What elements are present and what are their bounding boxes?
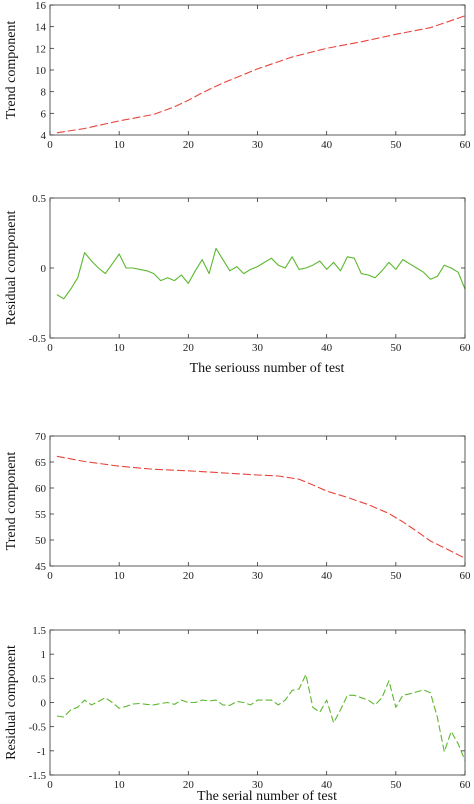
x-tick-label: 0 — [47, 342, 53, 354]
y-tick-label: 6 — [41, 108, 47, 120]
series-line-1 — [56, 247, 466, 300]
y-tick-label: 1.5 — [32, 625, 46, 637]
x-tick-label: 60 — [460, 342, 472, 354]
x-tick-label: 60 — [460, 570, 472, 582]
x-tick-label: 30 — [252, 779, 264, 791]
plot-frame — [49, 197, 466, 339]
y-tick-label: 4 — [41, 130, 47, 142]
x-tick-label: 20 — [183, 139, 195, 151]
x-tick-label: 10 — [114, 779, 126, 791]
y-tick-label: 0 — [41, 263, 47, 275]
y-axis-label: Trend component — [4, 452, 19, 551]
y-tick-label: -0.5 — [29, 333, 47, 345]
x-tick-label: 40 — [321, 779, 333, 791]
y-axis-label: Residual component — [4, 211, 19, 326]
y-tick-label: 16 — [35, 0, 47, 12]
y-tick-label: -0.5 — [29, 722, 47, 734]
x-tick-label: 20 — [183, 570, 195, 582]
plot-frame — [49, 4, 466, 136]
x-tick-label: 20 — [183, 342, 195, 354]
y-tick-label: 1 — [41, 649, 47, 661]
x-tick-label: 20 — [183, 779, 195, 791]
plot-frame — [49, 435, 466, 567]
x-tick-label: 30 — [252, 342, 264, 354]
x-tick-label: 0 — [47, 779, 53, 791]
x-tick-label: 50 — [390, 139, 402, 151]
x-axis-label-2: The serial number of test — [197, 789, 337, 804]
y-tick-label: 50 — [35, 535, 47, 547]
y-tick-label: 8 — [41, 87, 47, 99]
y-tick-label: 14 — [35, 22, 47, 34]
x-tick-label: 50 — [390, 342, 402, 354]
x-tick-label: 60 — [460, 779, 472, 791]
y-tick-label: -1 — [37, 746, 46, 758]
x-tick-label: 0 — [47, 139, 53, 151]
y-tick-label: 0 — [41, 698, 47, 710]
y-tick-label: 70 — [35, 431, 47, 443]
x-tick-label: 30 — [252, 570, 264, 582]
y-tick-label: 60 — [35, 483, 47, 495]
y-tick-label: 55 — [35, 509, 47, 521]
series-line-1 — [56, 673, 466, 761]
y-tick-label: 12 — [35, 43, 46, 55]
trend-chart-2: 0 10 20 30 40 50 60 45 50 55 60 65 70 Trend component — [4, 431, 471, 582]
y-tick-label: 0.5 — [32, 193, 46, 205]
x-tick-label: 40 — [321, 139, 333, 151]
x-tick-label: 50 — [390, 779, 402, 791]
x-tick-label: 30 — [252, 139, 264, 151]
x-tick-label: 50 — [390, 570, 402, 582]
x-tick-label: 10 — [114, 342, 126, 354]
y-tick-label: 45 — [35, 561, 47, 573]
x-tick-label: 60 — [460, 139, 472, 151]
trend-chart-1: 0 10 20 30 40 50 60 4 6 8 10 12 14 16 Trend component — [4, 0, 471, 151]
x-tick-label: 10 — [114, 139, 126, 151]
y-tick-label: 65 — [35, 457, 47, 469]
series-line-1 — [56, 15, 466, 134]
y-tick-label: 10 — [35, 65, 47, 77]
series-line-1 — [56, 455, 466, 559]
x-tick-label: 10 — [114, 570, 126, 582]
x-axis-label-1: The seriouss number of test — [190, 361, 345, 376]
y-axis-label: Residual component — [4, 645, 19, 760]
y-tick-label: -1.5 — [29, 770, 47, 782]
residual-chart-2: 0 10 20 30 40 50 60 -1.5 -1 -0.5 0 0.5 1 1.5 Residual … — [4, 625, 471, 791]
x-tick-label: 40 — [321, 570, 333, 582]
x-tick-label: 40 — [321, 342, 333, 354]
x-tick-label: 0 — [47, 570, 53, 582]
y-tick-label: 0.5 — [32, 673, 46, 685]
y-axis-label: Trend component — [4, 21, 19, 120]
